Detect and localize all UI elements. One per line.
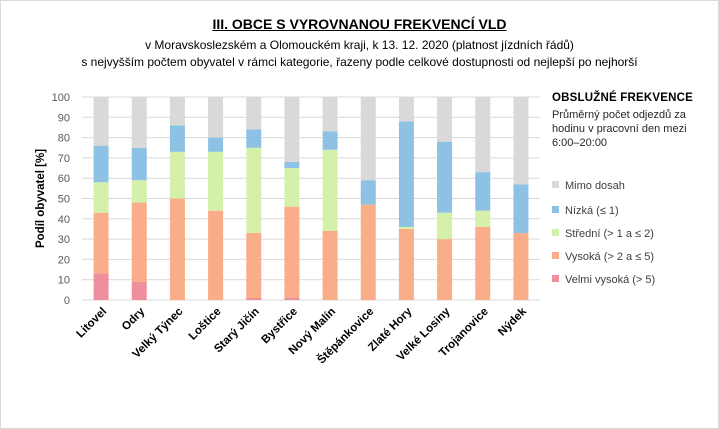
bar-segment xyxy=(208,137,224,152)
bar-segment xyxy=(131,180,147,203)
bar-segment xyxy=(475,210,491,227)
y-tick-label: 50 xyxy=(58,194,70,206)
legend-swatch xyxy=(552,229,559,236)
legend: OBSLUŽNÉ FREKVENCE Průměrný počet odjezd… xyxy=(552,92,717,286)
bar-segment xyxy=(284,97,300,162)
y-tick-label: 40 xyxy=(58,214,70,226)
bar-segment xyxy=(169,125,185,152)
bar-segment xyxy=(169,97,185,126)
y-axis-label: Podíl obyvatel [%] xyxy=(35,149,47,248)
bar-segment xyxy=(437,141,453,213)
bar-segment xyxy=(437,97,453,142)
bar-segment xyxy=(169,151,185,199)
bar-segment xyxy=(93,182,109,213)
y-tick-label: 70 xyxy=(58,153,70,165)
bar-segment xyxy=(360,97,376,181)
y-tick-label: 10 xyxy=(58,275,70,287)
bar-segment xyxy=(513,233,529,300)
legend-item: Mimo dosah xyxy=(552,180,625,192)
bar-segment xyxy=(475,97,491,173)
y-tick-label: 30 xyxy=(58,234,70,246)
bar-segment xyxy=(322,131,338,150)
legend-item: Střední (> 1 a ≤ 2) xyxy=(552,228,654,240)
bar-segment xyxy=(246,147,262,234)
x-category-label: Litovel xyxy=(75,306,110,341)
y-tick-label: 60 xyxy=(58,173,70,185)
y-tick-label: 0 xyxy=(64,295,70,307)
legend-item: Nízká (≤ 1) xyxy=(552,205,619,217)
legend-title: OBSLUŽNÉ FREKVENCE xyxy=(552,92,693,104)
legend-swatch xyxy=(552,206,559,213)
legend-swatch xyxy=(552,181,559,188)
bar-segment xyxy=(284,206,300,298)
bar-segment xyxy=(246,129,262,148)
legend-label: Mimo dosah xyxy=(565,180,625,192)
bar-segment xyxy=(208,151,224,211)
bar-segment xyxy=(284,168,300,207)
y-tick-label: 90 xyxy=(58,112,70,124)
legend-item: Velmi vysoká (> 5) xyxy=(552,274,655,286)
bar-segment xyxy=(513,184,529,234)
legend-label: Velmi vysoká (> 5) xyxy=(565,274,656,286)
bar-segment xyxy=(131,281,147,300)
bar-segment xyxy=(398,228,414,300)
chart-title: III. OBCE S VYROVNANOU FREKVENCÍ VLD xyxy=(212,16,507,32)
bar-segment xyxy=(93,273,109,300)
y-tick-label: 20 xyxy=(58,254,70,266)
bar-segment xyxy=(398,97,414,122)
bar-segment xyxy=(131,147,147,181)
bar-segment xyxy=(322,230,338,300)
bar-segment xyxy=(246,233,262,298)
x-category-label: Loštice xyxy=(187,306,224,343)
bar-segment xyxy=(322,97,338,132)
bar-segment xyxy=(360,180,376,205)
bar-segment xyxy=(93,145,109,183)
x-category-label: Odry xyxy=(120,305,148,333)
legend-label: Nízká (≤ 1) xyxy=(565,205,619,217)
bar-segment xyxy=(284,297,300,300)
legend-subtitle: Průměrný počet odjezdů za hodinu v praco… xyxy=(552,109,687,149)
legend-swatch xyxy=(552,252,559,259)
legend-label: Střední (> 1 a ≤ 2) xyxy=(565,228,654,240)
legend-item: Vysoká (> 2 a ≤ 5) xyxy=(552,251,654,263)
bar-segment xyxy=(246,97,262,130)
chart-subtitle-line-1: v Moravskoslezském a Olomouckém kraji, k… xyxy=(145,38,574,52)
bar-segment xyxy=(284,161,300,169)
bar-segment xyxy=(131,202,147,282)
bar-segment xyxy=(93,212,109,274)
bar-segment xyxy=(169,198,185,300)
bar-segment xyxy=(437,212,453,240)
bar-segment xyxy=(513,97,529,185)
bar-segment xyxy=(208,210,224,300)
legend-label: Vysoká (> 2 a ≤ 5) xyxy=(565,251,655,263)
bar-segment xyxy=(93,97,109,146)
bar-segment xyxy=(437,239,453,300)
bar-segment xyxy=(208,97,224,138)
legend-swatch xyxy=(552,275,559,282)
bar-segment xyxy=(322,149,338,231)
bar-segment xyxy=(131,97,147,148)
y-tick-label: 100 xyxy=(52,92,70,104)
bar-segment xyxy=(360,204,376,300)
bar-segment xyxy=(475,172,491,211)
y-tick-label: 80 xyxy=(58,133,70,145)
bar-segment xyxy=(475,226,491,300)
bar-segment xyxy=(398,226,414,229)
bar-segment xyxy=(398,121,414,227)
bar-segment xyxy=(246,297,262,300)
chart-subtitle-line-2: s nejvyšším počtem obyvatel v rámci kate… xyxy=(81,55,638,69)
x-category-label: Nýdek xyxy=(496,305,529,338)
